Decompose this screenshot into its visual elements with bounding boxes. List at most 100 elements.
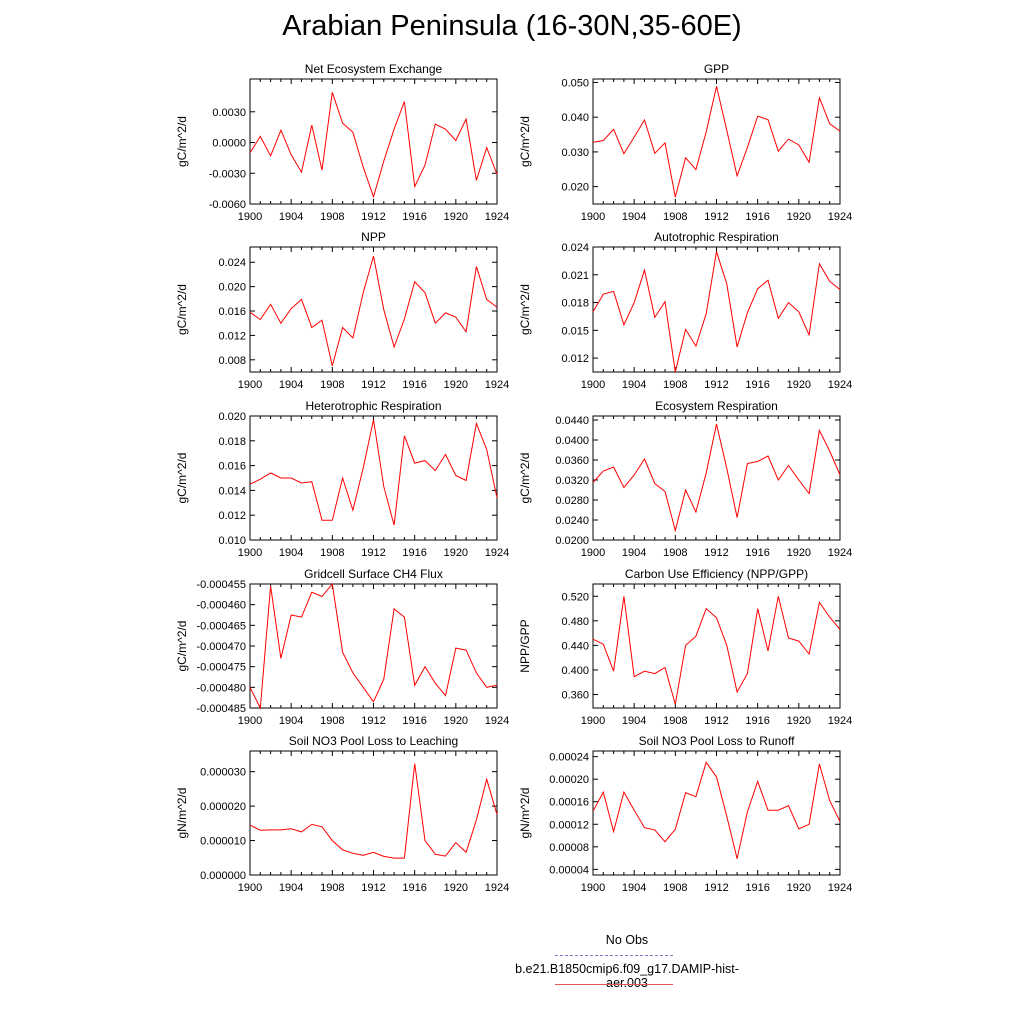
chart-panel-4: Autotrophic Respiration gC/m^2/d 0.024 0.02… bbox=[518, 230, 852, 391]
x-tick-label: 1912 bbox=[361, 715, 385, 727]
y-axis-label: gC/m^2/d bbox=[518, 284, 532, 335]
y-tick-label: 0.020 bbox=[218, 282, 246, 294]
x-tick-label: 1900 bbox=[238, 882, 262, 894]
x-tick-label: 1916 bbox=[402, 715, 426, 727]
x-tick-label: 1912 bbox=[361, 211, 385, 223]
x-tick-label: 1924 bbox=[485, 882, 509, 894]
chart-panel-6: Ecosystem Respiration gC/m^2/d 0.0440 0.040… bbox=[518, 399, 852, 559]
y-tick-label: 0.021 bbox=[561, 270, 589, 282]
x-tick-label: 1912 bbox=[361, 547, 385, 559]
panel-title: Gridcell Surface CH4 Flux bbox=[304, 567, 443, 581]
x-tick-label: 1912 bbox=[704, 379, 728, 391]
x-tick-label: 1900 bbox=[581, 882, 605, 894]
chart-panel-7: Gridcell Surface CH4 Flux gC/m^2/d -0.0004… bbox=[175, 567, 509, 727]
y-axis-label: gC/m^2/d bbox=[175, 453, 189, 504]
x-tick-label: 1916 bbox=[402, 379, 426, 391]
x-tick-label: 1920 bbox=[787, 715, 811, 727]
y-tick-label: 0.000010 bbox=[200, 836, 246, 848]
x-tick-label: 1920 bbox=[444, 379, 468, 391]
y-axis-label: gN/m^2/d bbox=[175, 788, 189, 839]
y-tick-label: 0.400 bbox=[561, 665, 589, 677]
x-tick-label: 1924 bbox=[828, 547, 852, 559]
x-tick-label: 1920 bbox=[787, 547, 811, 559]
y-tick-label: 0.018 bbox=[218, 436, 246, 448]
x-tick-label: 1904 bbox=[279, 547, 303, 559]
y-tick-label: 0.050 bbox=[561, 77, 589, 89]
y-tick-label: 0.012 bbox=[218, 330, 246, 342]
x-tick-label: 1920 bbox=[787, 882, 811, 894]
y-tick-label: 0.040 bbox=[561, 112, 589, 124]
x-tick-label: 1920 bbox=[444, 715, 468, 727]
x-tick-label: 1908 bbox=[663, 379, 687, 391]
chart-panel-9: Soil NO3 Pool Loss to Leaching gN/m^2/d 0.… bbox=[175, 734, 509, 894]
panel-title: Heterotrophic Respiration bbox=[305, 399, 441, 413]
y-tick-label: 0.008 bbox=[218, 355, 246, 367]
x-tick-label: 1904 bbox=[279, 715, 303, 727]
x-tick-label: 1916 bbox=[745, 715, 769, 727]
chart-panel-8: Carbon Use Efficiency (NPP/GPP) NPP/GPP 0.… bbox=[518, 567, 852, 727]
x-tick-label: 1916 bbox=[745, 547, 769, 559]
y-tick-label: -0.000480 bbox=[196, 682, 246, 694]
x-tick-label: 1904 bbox=[622, 211, 646, 223]
x-tick-label: 1916 bbox=[402, 882, 426, 894]
x-tick-label: 1900 bbox=[238, 211, 262, 223]
y-tick-label: 0.000020 bbox=[200, 801, 246, 813]
x-tick-label: 1924 bbox=[828, 211, 852, 223]
x-tick-label: 1912 bbox=[704, 882, 728, 894]
plot-frame bbox=[249, 78, 498, 205]
x-tick-label: 1908 bbox=[320, 715, 344, 727]
y-tick-label: -0.0060 bbox=[209, 199, 246, 211]
y-tick-label: 0.018 bbox=[561, 298, 589, 310]
series-line bbox=[249, 763, 498, 859]
panel-title: Net Ecosystem Exchange bbox=[305, 62, 443, 76]
x-tick-label: 1908 bbox=[663, 882, 687, 894]
x-tick-label: 1920 bbox=[444, 547, 468, 559]
y-tick-label: 0.020 bbox=[561, 182, 589, 194]
y-tick-label: 0.015 bbox=[561, 325, 589, 337]
series-line bbox=[249, 419, 498, 526]
x-tick-label: 1920 bbox=[444, 882, 468, 894]
series-line bbox=[249, 582, 498, 710]
y-axis-label: gC/m^2/d bbox=[175, 621, 189, 672]
panel-title: Ecosystem Respiration bbox=[655, 399, 778, 413]
panel-title: Soil NO3 Pool Loss to Leaching bbox=[289, 734, 458, 748]
y-tick-label: 0.00012 bbox=[549, 819, 589, 831]
x-tick-label: 1900 bbox=[581, 379, 605, 391]
y-tick-label: 0.520 bbox=[561, 591, 589, 603]
chart-panel-3: NPP gC/m^2/d 0.024 0.020 0.016 0.012 0.008 1900… bbox=[175, 230, 509, 391]
x-tick-label: 1912 bbox=[704, 715, 728, 727]
chart-panel-2: GPP gC/m^2/d 0.050 0.040 0.030 0.020 1900 1904 1… bbox=[518, 62, 852, 223]
x-tick-label: 1912 bbox=[361, 379, 385, 391]
x-tick-label: 1912 bbox=[704, 211, 728, 223]
x-tick-label: 1900 bbox=[238, 715, 262, 727]
x-tick-label: 1908 bbox=[663, 715, 687, 727]
y-axis-label: gC/m^2/d bbox=[518, 116, 532, 167]
y-tick-label: 0.0030 bbox=[212, 107, 246, 119]
panel-title: GPP bbox=[704, 62, 729, 76]
plot-frame bbox=[592, 750, 841, 876]
y-tick-label: 0.0440 bbox=[555, 415, 589, 427]
y-tick-label: 0.016 bbox=[218, 461, 246, 473]
x-tick-label: 1924 bbox=[485, 379, 509, 391]
page-title: Arabian Peninsula (16-30N,35-60E) bbox=[282, 10, 742, 42]
chart-panel-5: Heterotrophic Respiration gC/m^2/d 0.020 0.… bbox=[175, 399, 509, 559]
y-tick-label: -0.000465 bbox=[196, 620, 246, 632]
y-tick-label: -0.000460 bbox=[196, 600, 246, 612]
y-tick-label: -0.0030 bbox=[209, 168, 246, 180]
x-tick-label: 1916 bbox=[745, 379, 769, 391]
y-axis-label: gC/m^2/d bbox=[518, 453, 532, 504]
x-tick-label: 1900 bbox=[238, 379, 262, 391]
x-tick-label: 1904 bbox=[279, 211, 303, 223]
y-tick-label: 0.024 bbox=[218, 257, 246, 269]
y-tick-label: 0.0400 bbox=[555, 435, 589, 447]
y-tick-label: 0.00008 bbox=[549, 842, 589, 854]
plot-frame bbox=[592, 78, 841, 205]
series-line bbox=[592, 596, 841, 705]
series-line bbox=[249, 92, 498, 199]
x-tick-label: 1900 bbox=[581, 547, 605, 559]
x-tick-label: 1900 bbox=[581, 715, 605, 727]
y-tick-label: 0.0000 bbox=[212, 138, 246, 150]
x-tick-label: 1916 bbox=[402, 211, 426, 223]
chart-panel-1: Net Ecosystem Exchange gC/m^2/d 0.0030 0.00… bbox=[175, 62, 509, 223]
y-tick-label: 0.0360 bbox=[555, 455, 589, 467]
